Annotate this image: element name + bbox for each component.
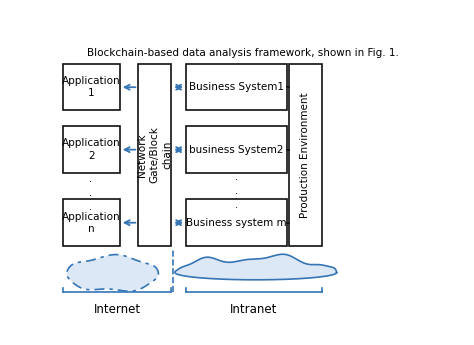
Bar (138, 64, 171, 246)
Polygon shape (67, 255, 158, 291)
Text: Business system m: Business system m (186, 218, 287, 228)
Text: Internet: Internet (93, 303, 141, 316)
Bar (63, 126, 120, 173)
Text: business System2: business System2 (189, 145, 284, 155)
Bar (186, 126, 287, 173)
Bar (63, 199, 120, 246)
Text: Application
n: Application n (62, 211, 121, 234)
Text: Network
Gate/Block
chain: Network Gate/Block chain (137, 127, 172, 184)
Text: Application
2: Application 2 (62, 138, 121, 161)
Bar (186, 199, 287, 246)
Bar (63, 64, 120, 110)
Text: Production Environment: Production Environment (301, 92, 310, 218)
Text: Intranet: Intranet (230, 303, 278, 316)
Text: Application
1: Application 1 (62, 76, 121, 98)
Text: .
.
.: . . . (89, 174, 92, 212)
Bar (289, 64, 322, 246)
Bar (186, 64, 287, 110)
Polygon shape (175, 254, 337, 280)
Text: Blockchain-based data analysis framework, shown in Fig. 1.: Blockchain-based data analysis framework… (87, 48, 399, 58)
Text: .
.
.: . . . (235, 172, 238, 210)
Text: Business System1: Business System1 (189, 82, 284, 92)
